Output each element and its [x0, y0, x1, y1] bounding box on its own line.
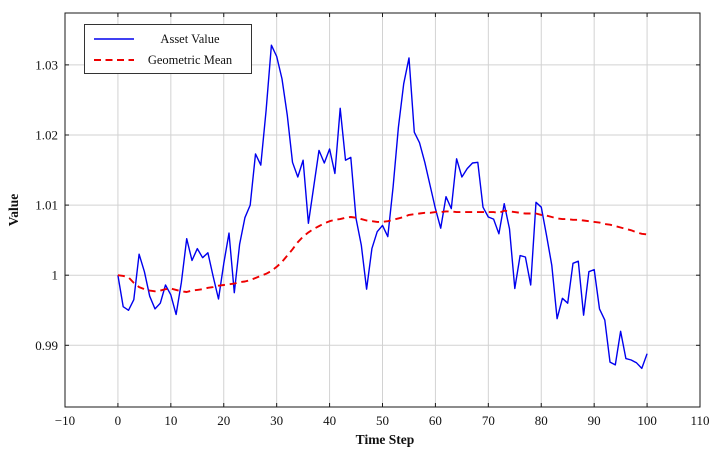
x-tick-label: 110 [690, 413, 709, 428]
x-tick-label: 20 [217, 413, 230, 428]
x-tick-label: 80 [535, 413, 548, 428]
y-tick-label: 1 [52, 268, 59, 283]
y-tick-label: 1.03 [35, 57, 58, 72]
x-tick-label: 10 [164, 413, 177, 428]
x-tick-label: 100 [637, 413, 657, 428]
x-axis-label: Time Step [355, 432, 415, 447]
x-tick-label: −10 [55, 413, 75, 428]
x-tick-label: 90 [588, 413, 601, 428]
x-tick-label: 50 [376, 413, 389, 428]
x-tick-label: 60 [429, 413, 442, 428]
y-tick-label: 1.01 [35, 198, 58, 213]
legend-label-asset-value: Asset Value [160, 32, 220, 46]
x-tick-label: 70 [482, 413, 495, 428]
y-axis-label: Value [6, 193, 21, 227]
x-tick-label: 40 [323, 413, 336, 428]
x-tick-label: 30 [270, 413, 283, 428]
solid-line-sample-icon [94, 38, 134, 40]
legend-item-geometric-mean: Geometric Mean [93, 51, 245, 69]
series-line-asset-value [117, 44, 648, 370]
legend: Asset Value Geometric Mean [84, 24, 252, 74]
y-tick-label: 1.02 [35, 127, 58, 142]
series-line-geometric-mean [117, 209, 648, 293]
x-tick-label: 0 [115, 413, 122, 428]
legend-label-geometric-mean: Geometric Mean [147, 53, 233, 67]
y-tick-label: 0.99 [35, 338, 58, 353]
dashed-line-sample-icon [94, 59, 134, 61]
legend-item-asset-value: Asset Value [93, 30, 245, 48]
